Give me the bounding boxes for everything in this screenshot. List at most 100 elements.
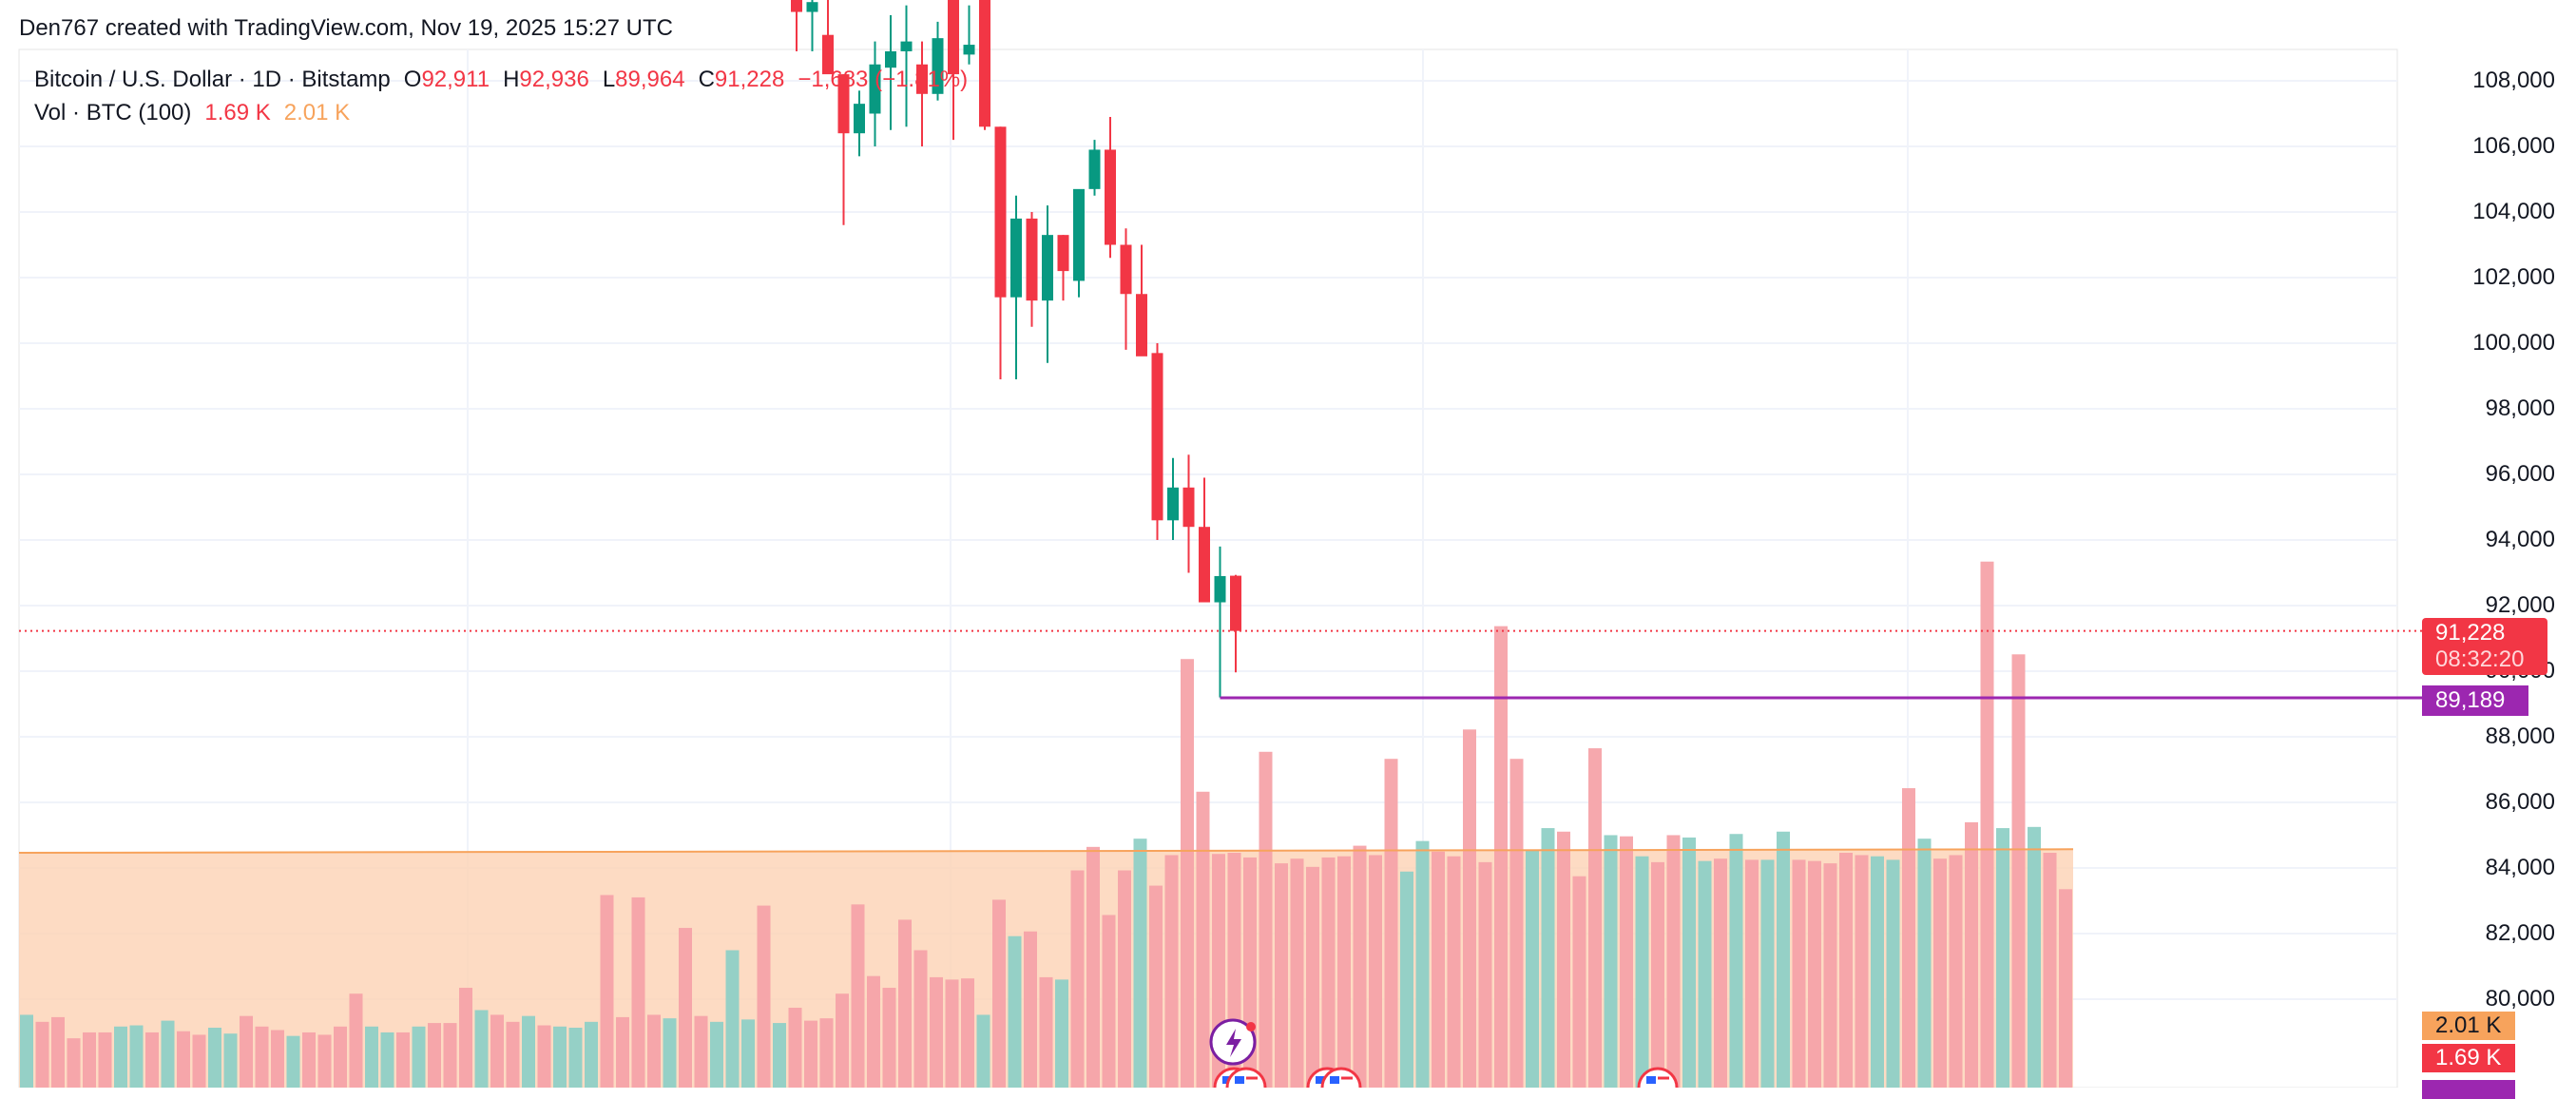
volume-bar xyxy=(1369,855,1382,1088)
volume-bar xyxy=(83,1032,96,1088)
volume-bar xyxy=(1777,831,1790,1088)
volume-bar xyxy=(725,950,740,1088)
volume-bar xyxy=(2028,826,2041,1088)
volume-bar xyxy=(208,1028,221,1088)
volume-bar xyxy=(1729,834,1743,1088)
volume-bar xyxy=(286,1035,300,1088)
volume-bar xyxy=(694,1015,708,1088)
lightning-bolt xyxy=(1226,1029,1241,1057)
level-price-value: 89,189 xyxy=(2435,687,2506,713)
volume-ma-value: 2.01 K xyxy=(283,100,351,125)
volume-bar xyxy=(129,1025,144,1088)
volume-bar xyxy=(1290,858,1304,1088)
volume-bar xyxy=(1275,863,1288,1088)
event-icons[interactable] xyxy=(1209,1018,1679,1088)
candle-body xyxy=(822,34,834,75)
volume-bar xyxy=(192,1034,206,1088)
volume-bar xyxy=(1682,837,1696,1088)
hidden-tag xyxy=(2422,1080,2515,1099)
price-axis-tick: 104,000 xyxy=(2472,199,2555,224)
candle-body xyxy=(1026,218,1038,301)
flag-canton xyxy=(1330,1076,1339,1084)
level-price-tag: 89,189 xyxy=(2422,685,2528,716)
volume-bar xyxy=(35,1021,49,1088)
volume-bar xyxy=(992,899,1006,1088)
candle-body xyxy=(1167,487,1179,521)
volume-bar xyxy=(474,1010,489,1088)
volume-bar xyxy=(1572,876,1586,1088)
volume-tag-value: 1.69 K xyxy=(2435,1045,2502,1070)
volume-bar xyxy=(1181,659,1194,1088)
volume-bar xyxy=(459,988,472,1088)
volume-bar xyxy=(443,1023,457,1088)
symbol-legend[interactable]: Bitcoin / U.S. Dollar · 1D · Bitstamp O92… xyxy=(34,67,968,93)
candle-body xyxy=(1136,294,1147,357)
volume-bar xyxy=(1965,821,1978,1088)
volume-bar xyxy=(1949,855,1963,1088)
volume-bar xyxy=(1400,871,1413,1088)
candle-body xyxy=(900,41,913,51)
close-value: 91,228 xyxy=(714,67,785,92)
volume-label: Vol · BTC (100) xyxy=(34,100,192,125)
volume-bar xyxy=(317,1034,332,1088)
price-axis-tick: 86,000 xyxy=(2485,789,2555,815)
volume-bar xyxy=(412,1026,426,1088)
volume-bar xyxy=(757,905,771,1088)
volume-tag: 1.69 K xyxy=(2422,1044,2515,1072)
candle-body xyxy=(1073,188,1085,281)
volume-bar xyxy=(568,1028,583,1088)
high-value: 92,936 xyxy=(519,67,589,92)
volume-legend[interactable]: Vol · BTC (100) 1.69 K 2.01 K xyxy=(34,100,350,126)
candle-body xyxy=(1042,235,1053,301)
volume-bar xyxy=(490,1014,504,1088)
volume-bar xyxy=(428,1023,441,1088)
price-axis-tick: 96,000 xyxy=(2485,461,2555,487)
chart-caption: Den767 created with TradingView.com, Nov… xyxy=(19,15,673,41)
volume-bar xyxy=(1635,856,1649,1088)
volume-bar xyxy=(1384,759,1398,1088)
volume-bar xyxy=(1070,870,1085,1088)
volume-bar xyxy=(537,1025,551,1088)
volume-bar xyxy=(585,1021,598,1088)
volume-ma-tag-value: 2.01 K xyxy=(2435,1012,2502,1038)
volume-bar xyxy=(20,1014,33,1088)
volume-ma-tag: 2.01 K xyxy=(2422,1012,2515,1040)
volume-bar xyxy=(1604,835,1618,1088)
volume-bar xyxy=(334,1026,347,1088)
horizontal-level-line[interactable] xyxy=(19,629,2422,700)
volume-bar xyxy=(177,1031,190,1088)
volume-bar xyxy=(804,1020,817,1088)
volume-bar xyxy=(1557,831,1570,1088)
price-axis-tick: 94,000 xyxy=(2485,527,2555,552)
flag-canton xyxy=(1646,1076,1656,1084)
last-price-tag: 91,228 08:32:20 xyxy=(2422,618,2547,675)
volume-bar xyxy=(851,904,865,1088)
high-label: H xyxy=(503,67,520,92)
candle-body xyxy=(994,126,1007,298)
candle-body xyxy=(1088,149,1101,189)
us-flag-event-icon xyxy=(1320,1067,1362,1088)
volume-bar xyxy=(773,1023,786,1088)
candlesticks[interactable] xyxy=(791,0,1241,698)
volume-bar xyxy=(553,1026,567,1088)
change-value: −1,683 (−1.81%) xyxy=(798,67,969,92)
volume-bar xyxy=(98,1032,112,1088)
volume-bar xyxy=(1526,850,1539,1088)
volume-bar xyxy=(1478,861,1492,1088)
candle-body xyxy=(791,0,802,12)
volume-bar xyxy=(961,978,974,1088)
candle-body xyxy=(1010,218,1022,298)
notification-dot xyxy=(1246,1022,1256,1032)
volume-bar xyxy=(616,1016,629,1088)
plot-frame xyxy=(18,48,2398,1088)
price-axis-tick: 100,000 xyxy=(2472,330,2555,356)
countdown-value: 08:32:20 xyxy=(2435,646,2525,672)
volume-bar xyxy=(51,1016,65,1088)
volume-bar xyxy=(1792,859,1806,1088)
volume-bar xyxy=(1055,979,1068,1088)
price-axis-tick: 84,000 xyxy=(2485,855,2555,880)
price-axis-tick: 80,000 xyxy=(2485,986,2555,1012)
volume-bar xyxy=(788,1008,802,1088)
volume-bar xyxy=(1745,859,1759,1088)
